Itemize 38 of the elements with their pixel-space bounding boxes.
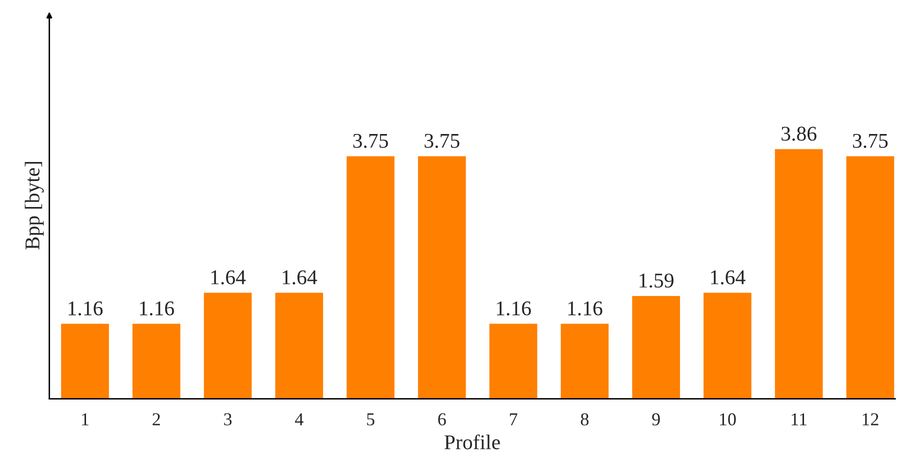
x-tick-label: 7 (510, 413, 518, 426)
bar (275, 292, 324, 399)
data-label: 1.16 (496, 301, 531, 316)
x-tick-label: 4 (295, 413, 304, 426)
x-tick-label: 6 (438, 413, 446, 426)
data-label: 1.59 (640, 274, 674, 288)
bar (489, 324, 538, 399)
x-axis-title: Profile (444, 434, 500, 450)
x-tick-label: 9 (652, 413, 660, 426)
data-label: 3.75 (852, 134, 888, 148)
bar (61, 324, 109, 399)
data-label: 1.64 (211, 270, 246, 284)
x-tick-label: 12 (862, 413, 878, 426)
bar (346, 156, 394, 399)
x-tick-label: 1 (82, 413, 88, 426)
y-axis-title: Bpp [byte] (24, 162, 44, 250)
data-label: 1.64 (282, 270, 318, 284)
bar (774, 149, 823, 399)
bar (204, 292, 252, 399)
x-tick-label: 10 (720, 413, 736, 426)
bar (132, 324, 180, 399)
bar (632, 296, 680, 399)
bar (846, 156, 894, 399)
data-label: 1.16 (568, 301, 602, 316)
bar (560, 324, 609, 399)
bar (704, 292, 752, 399)
x-tick-label: 3 (224, 413, 232, 426)
data-label: 1.16 (68, 301, 103, 316)
data-label: 3.75 (353, 134, 388, 148)
x-tick-label: 11 (792, 413, 806, 426)
data-label: 1.16 (140, 301, 174, 316)
bar (418, 156, 466, 399)
x-tick-label: 8 (580, 413, 589, 426)
x-tick-label: 5 (367, 413, 374, 426)
data-label: 3.86 (782, 126, 816, 141)
x-tick-label: 2 (152, 413, 160, 426)
data-label: 3.75 (424, 134, 460, 148)
data-label: 1.64 (711, 270, 746, 284)
